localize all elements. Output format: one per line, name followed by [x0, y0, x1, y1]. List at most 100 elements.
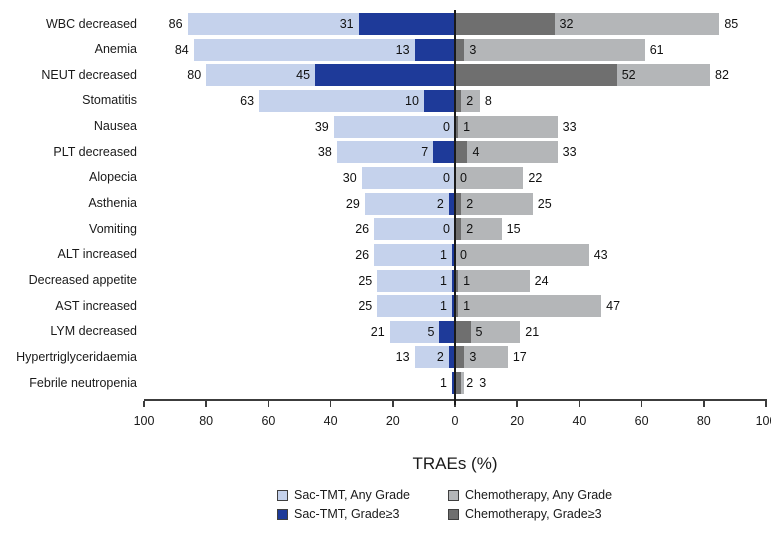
bar-chemo-grade3 [455, 269, 459, 292]
x-axis-tick [765, 401, 767, 407]
value-label-chemo-grade3: 0 [460, 170, 467, 185]
value-label-sac-any: 26 [355, 247, 370, 262]
value-label-sac-any: 86 [168, 17, 183, 31]
x-axis-tick-label: 20 [510, 414, 525, 428]
value-label-sac-grade3: 5 [427, 324, 435, 339]
legend-swatch-sac_g3 [277, 508, 288, 520]
category-label: Anemia [94, 42, 137, 57]
x-axis-tick [578, 401, 581, 407]
value-label-chemo-grade3: 5 [475, 324, 483, 339]
value-label-chemo-grade3: 1 [463, 299, 471, 314]
value-label-sac-any: 38 [317, 145, 332, 160]
value-label-chemo-any: 21 [525, 324, 540, 339]
value-label-chemo-grade3: 3 [469, 42, 477, 57]
x-axis-tick-label: 100 [133, 414, 155, 428]
bar-sac-grade3 [451, 295, 455, 318]
x-axis-tick [329, 401, 332, 407]
value-label-sac-grade3: 45 [296, 68, 311, 83]
value-label-sac-grade3: 1 [439, 247, 447, 262]
value-label-sac-any: 84 [174, 42, 189, 57]
bar-sac-grade3 [423, 89, 455, 112]
bar-sac-any-grade [259, 89, 455, 112]
value-label-sac-any: 29 [345, 196, 360, 211]
legend-item-chemo_any: Chemotherapy, Any Grade [448, 488, 612, 502]
value-label-chemo-grade3: 1 [463, 273, 471, 288]
value-label-chemo-grade3: 52 [621, 68, 636, 83]
category-label: Alopecia [89, 170, 137, 185]
value-label-sac-grade3: 2 [436, 196, 444, 211]
category-label: Nausea [93, 119, 137, 134]
x-axis-tick-label: 100 [755, 414, 771, 428]
category-label: LYM decreased [50, 324, 137, 339]
value-label-sac-grade3: 10 [405, 93, 419, 108]
bar-chemo-any-grade [455, 346, 508, 369]
value-label-chemo-grade3: 3 [469, 350, 477, 365]
legend-label: Chemotherapy, Grade≥3 [465, 507, 602, 521]
value-label-chemo-grade3: 2 [466, 196, 474, 211]
value-label-chemo-any: 61 [649, 42, 664, 57]
bar-chemo-any-grade [455, 218, 502, 241]
bar-sac-grade3 [451, 243, 455, 266]
value-label-sac-grade3: 0 [443, 119, 450, 134]
bar-chemo-grade3 [455, 320, 471, 343]
value-label-sac-any: 63 [240, 93, 255, 108]
category-label: Hypertriglyceridaemia [16, 349, 137, 364]
legend-label: Chemotherapy, Any Grade [465, 488, 613, 502]
value-label-chemo-any: 17 [512, 350, 527, 365]
bar-sac-grade3 [448, 192, 455, 215]
bar-chemo-grade3 [455, 89, 462, 112]
value-label-chemo-any: 8 [484, 93, 492, 108]
legend-item-sac_g3: Sac-TMT, Grade≥3 [277, 507, 410, 521]
x-axis-title: TRAEs (%) [412, 454, 498, 473]
x-axis-tick-label: 0 [451, 414, 459, 428]
value-label-chemo-any: 15 [506, 222, 521, 237]
value-label-chemo-grade3: 4 [472, 145, 480, 160]
bar-chemo-grade3 [455, 64, 617, 87]
value-label-chemo-any: 33 [562, 119, 577, 134]
bar-sac-grade3 [414, 38, 455, 61]
category-label: WBC decreased [45, 16, 137, 31]
x-axis-tick [205, 401, 207, 407]
bar-chemo-any-grade [455, 166, 524, 189]
bar-chemo-any-grade [455, 320, 521, 343]
legend-swatch-sac_any [277, 489, 288, 501]
bar-sac-grade3 [448, 346, 455, 369]
bar-sac-grade3 [439, 320, 455, 343]
value-label-chemo-grade3: 2 [466, 222, 474, 237]
bar-sac-grade3 [315, 64, 455, 87]
bar-chemo-any-grade [455, 243, 589, 266]
bar-chemo-grade3 [455, 115, 459, 138]
legend: Sac-TMT, Any Grade Chemotherapy, Any Grad… [277, 488, 612, 521]
value-label-chemo-grade3: 2 [466, 93, 474, 108]
legend-item-sac_any: Sac-TMT, Any Grade [277, 488, 410, 502]
value-label-chemo-grade3: 1 [463, 119, 471, 134]
legend-swatch-chemo_g3 [448, 508, 460, 520]
value-label-sac-any: 25 [358, 273, 373, 288]
x-axis-tick [267, 401, 270, 407]
value-label-chemo-any: 85 [724, 17, 739, 31]
bar-chemo-any-grade [455, 269, 530, 292]
value-label-chemo-any: 43 [593, 247, 608, 262]
legend-label: Sac-TMT, Grade≥3 [294, 507, 400, 521]
bar-sac-any-grade [377, 269, 455, 292]
category-label: NEUT decreased [41, 67, 137, 82]
bar-chemo-any-grade [455, 115, 558, 138]
zero-baseline [454, 10, 456, 405]
bar-chemo-grade3 [455, 346, 465, 369]
bar-sac-any-grade [193, 38, 455, 61]
bar-sac-any-grade [364, 192, 455, 215]
x-axis-tick [703, 401, 705, 407]
legend-swatch-chemo_any [448, 489, 460, 501]
value-label-chemo-grade3: 0 [460, 247, 467, 262]
category-label: Vomiting [89, 221, 137, 236]
category-label: Asthenia [88, 196, 137, 211]
x-axis-tick-label: 40 [572, 414, 587, 428]
value-label-sac-any: 80 [187, 68, 202, 83]
bar-chemo-any-grade [455, 38, 645, 61]
bar-sac-any-grade [414, 346, 455, 369]
bar-chemo-any-grade [455, 89, 480, 112]
value-label-sac-any: 26 [355, 222, 370, 237]
value-label-chemo-any: 3 [479, 376, 487, 391]
value-label-sac-grade3: 1 [439, 273, 447, 288]
